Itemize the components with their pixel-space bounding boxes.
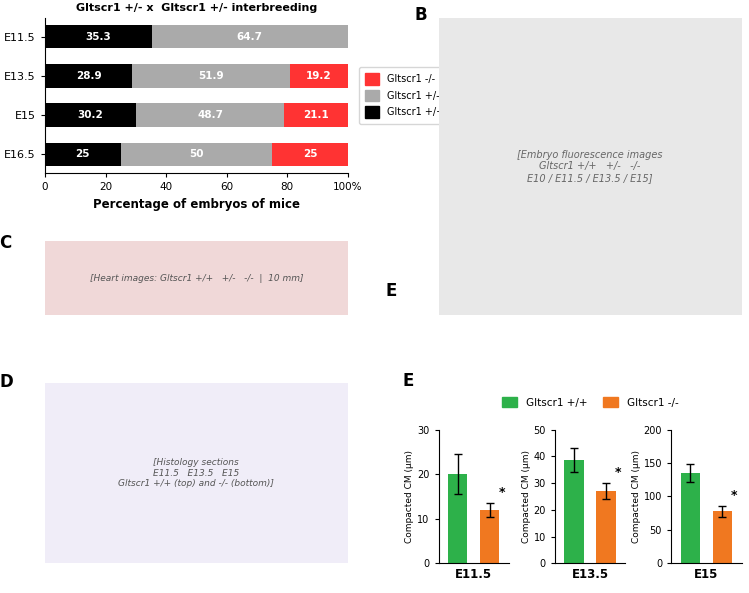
Text: 21.1: 21.1	[303, 110, 329, 120]
Bar	[272, 143, 348, 166]
Y-axis label: Compacted CM (μm): Compacted CM (μm)	[631, 450, 641, 543]
Text: 25: 25	[76, 149, 90, 160]
Bar	[121, 143, 272, 166]
Text: 35.3: 35.3	[85, 31, 112, 42]
Bar	[133, 64, 290, 88]
Bar	[45, 143, 121, 166]
Text: 19.2: 19.2	[306, 71, 332, 81]
Bar	[448, 474, 467, 563]
Text: 64.7: 64.7	[237, 31, 263, 42]
Bar	[45, 103, 136, 127]
Bar	[681, 473, 700, 563]
Bar	[152, 25, 348, 49]
Title: Gltscr1 +/- x  Gltscr1 +/- interbreeding: Gltscr1 +/- x Gltscr1 +/- interbreeding	[76, 3, 317, 13]
Bar	[290, 64, 348, 88]
Text: E: E	[402, 372, 413, 390]
Text: [Histology sections
E11.5   E13.5   E15
Gltscr1 +/+ (top) and -/- (bottom)]: [Histology sections E11.5 E13.5 E15 Glts…	[118, 458, 274, 488]
Text: [Heart images: Gltscr1 +/+   +/-   -/-  |  10 mm]: [Heart images: Gltscr1 +/+ +/- -/- | 10 …	[90, 274, 303, 283]
X-axis label: E11.5: E11.5	[455, 568, 492, 581]
Text: 51.9: 51.9	[198, 71, 224, 81]
Legend: Gltscr1 +/+, Gltscr1 -/-: Gltscr1 +/+, Gltscr1 -/-	[497, 393, 682, 412]
Text: 30.2: 30.2	[78, 110, 103, 120]
Text: *: *	[731, 489, 738, 502]
Bar	[480, 510, 500, 563]
Bar	[713, 511, 732, 563]
X-axis label: Percentage of embryos of mice: Percentage of embryos of mice	[93, 198, 300, 211]
Bar	[136, 103, 284, 127]
Text: E: E	[386, 282, 397, 299]
Text: C: C	[0, 234, 12, 252]
Bar	[284, 103, 348, 127]
Text: D: D	[0, 372, 13, 391]
Bar	[45, 25, 152, 49]
Y-axis label: Compacted CM (μm): Compacted CM (μm)	[522, 450, 531, 543]
Text: *: *	[499, 486, 506, 499]
Text: [Embryo fluorescence images
Gltscr1 +/+   +/-   -/-
E10 / E11.5 / E13.5 / E15]: [Embryo fluorescence images Gltscr1 +/+ …	[518, 150, 663, 183]
Text: 25: 25	[303, 149, 317, 160]
Bar	[45, 64, 133, 88]
Text: B: B	[414, 6, 427, 24]
X-axis label: E13.5: E13.5	[571, 568, 609, 581]
Bar	[565, 460, 583, 563]
Text: 28.9: 28.9	[76, 71, 102, 81]
Text: 50: 50	[189, 149, 204, 160]
Text: *: *	[615, 466, 622, 479]
Legend: Gltscr1 -/-, Gltscr1 +/-, Gltscr1 +/+: Gltscr1 -/-, Gltscr1 +/-, Gltscr1 +/+	[359, 67, 450, 124]
Text: 48.7: 48.7	[197, 110, 223, 120]
Bar	[596, 491, 616, 563]
X-axis label: E15: E15	[694, 568, 718, 581]
Y-axis label: Compacted CM (μm): Compacted CM (μm)	[405, 450, 414, 543]
